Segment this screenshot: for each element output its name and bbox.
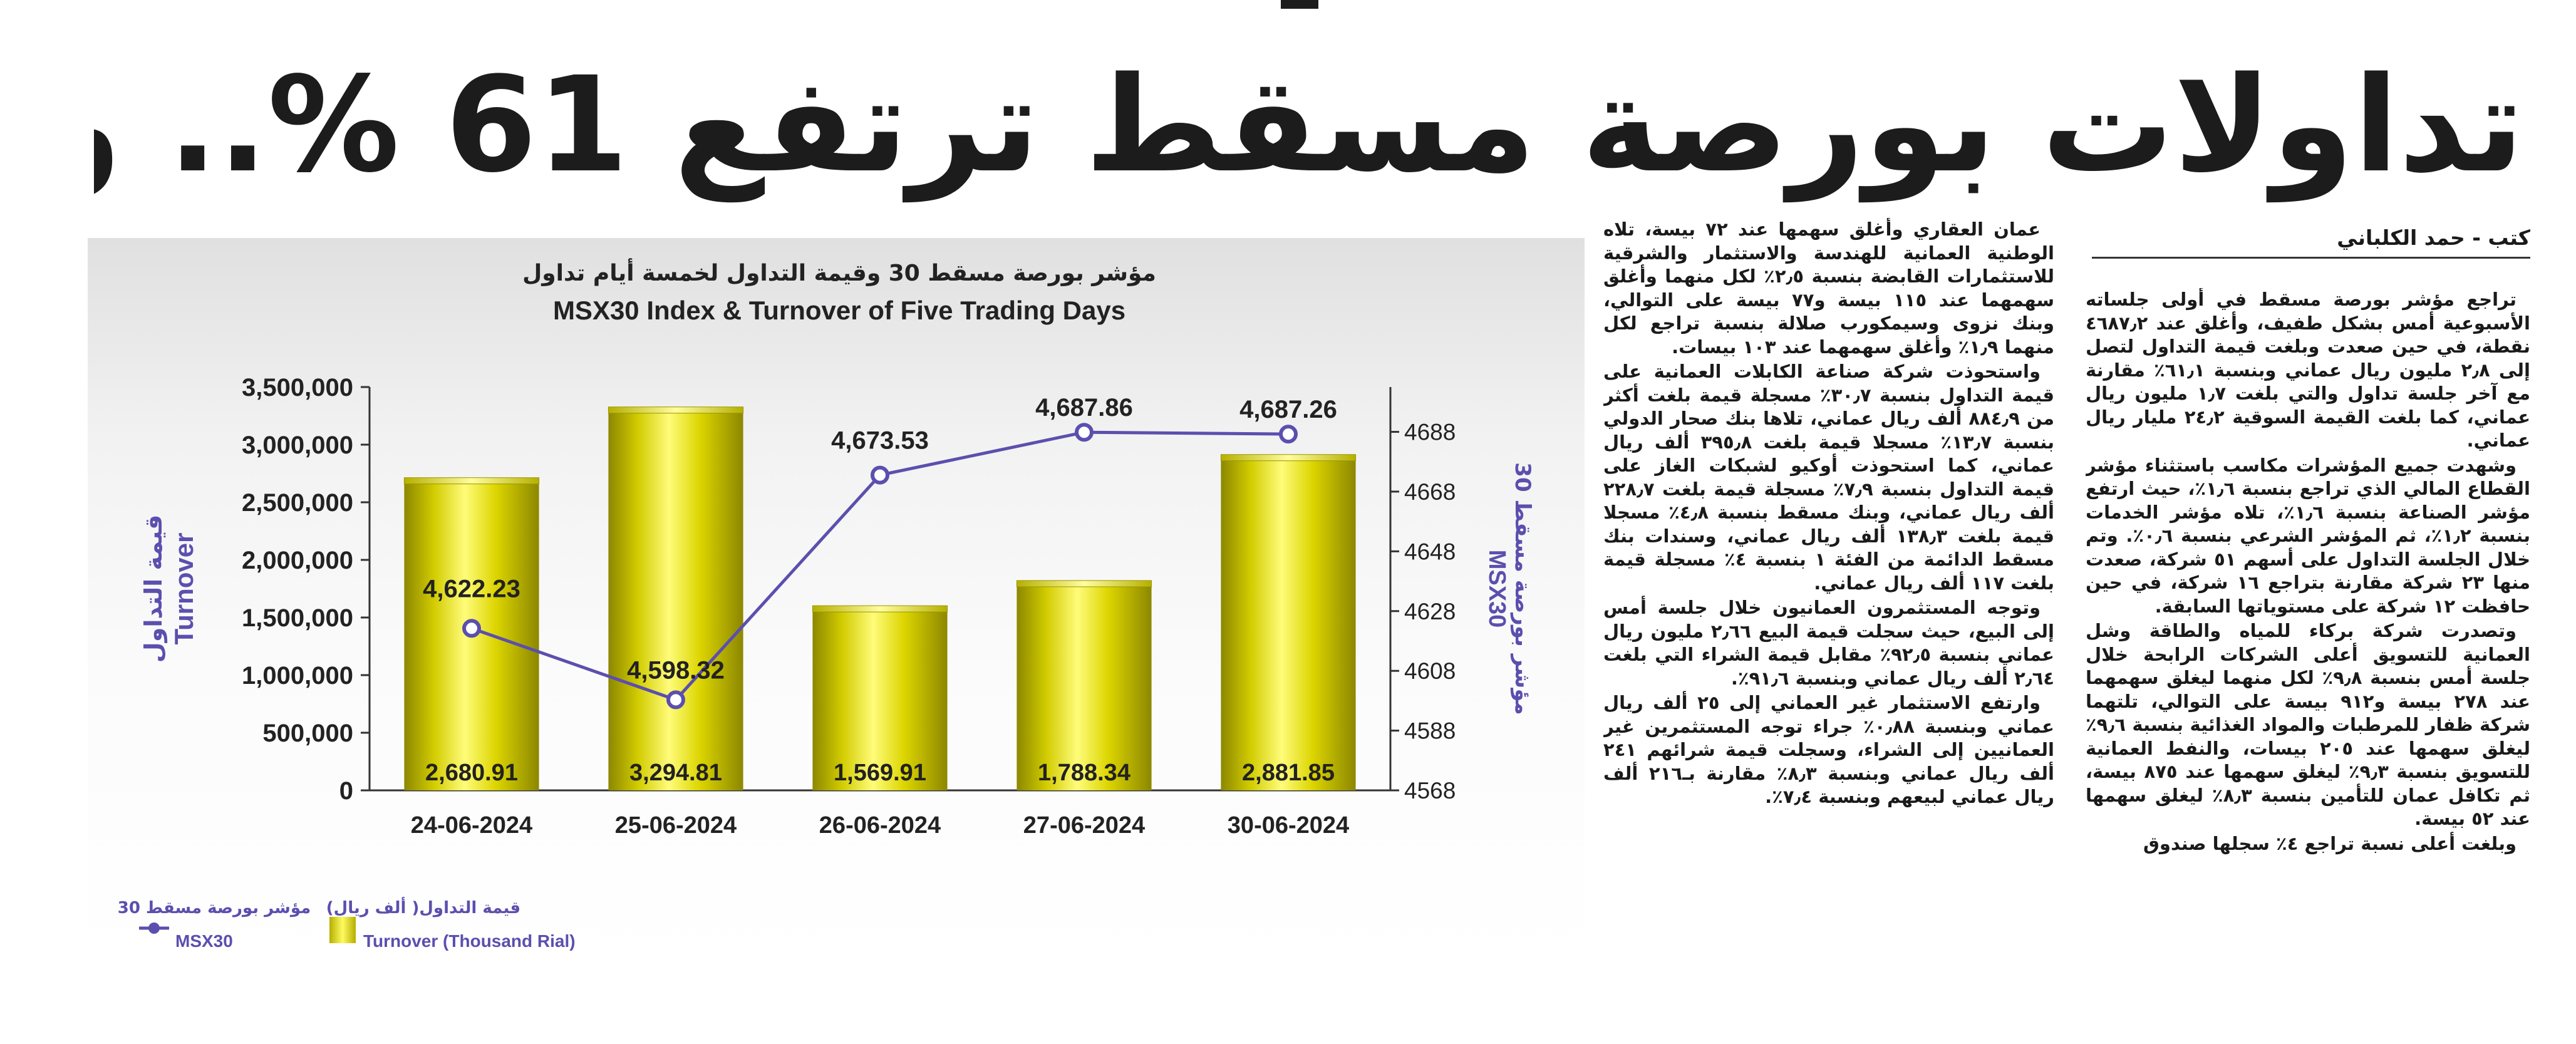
paragraph: وارتفع الاستثمار غير العماني إلى ٢٥ ألف … bbox=[1603, 692, 2054, 807]
article-column-1: تراجع مؤشر بورصة مسقط في أولى جلساته الأ… bbox=[2086, 288, 2530, 1043]
left-tick-label: 2,000,000 bbox=[242, 547, 353, 574]
turnover-bar-top bbox=[608, 406, 744, 414]
x-tick-label: 30-06-2024 bbox=[1228, 812, 1349, 839]
left-tick-label: 1,000,000 bbox=[242, 662, 353, 690]
right-tick-label: 4688 bbox=[1404, 420, 1456, 445]
turnover-bar-label: 2,881.85 bbox=[1242, 760, 1335, 786]
paragraph: وشهدت جميع المؤشرات مكاسب باستثناء مؤشر … bbox=[2086, 454, 2530, 617]
byline-rule bbox=[2092, 257, 2530, 259]
turnover-bar bbox=[812, 609, 948, 790]
chart-title: مؤشر بورصة مسقط 30 وقيمة التداول لخمسة أ… bbox=[522, 258, 1156, 286]
turnover-bar-label: 1,788.34 bbox=[1038, 760, 1130, 786]
msx30-point-label: 4,622.23 bbox=[423, 575, 520, 602]
legend: مؤشر بورصة مسقط 30 MSX30 قيمة التداول( أ… bbox=[118, 897, 576, 951]
msx30-point bbox=[1075, 423, 1094, 442]
left-tick-label: 3,500,000 bbox=[242, 374, 353, 401]
left-axis-ticks: 0 500,000 1,000,000 1,500,000 2,000,000 2,500… bbox=[242, 374, 370, 805]
x-axis-ticks: 24-06-2024 25-06-2024 26-06-2024 27-06-2024… bbox=[411, 812, 1349, 839]
chart-subtitle: MSX30 Index & Turnover of Five Trading D… bbox=[553, 296, 1125, 325]
msx30-point-label: 4,598.32 bbox=[627, 656, 725, 684]
right-tick-label: 4608 bbox=[1404, 658, 1456, 684]
turnover-bar-top bbox=[1220, 454, 1357, 462]
msx30-line-series bbox=[462, 423, 1298, 710]
right-axis-label-en: MSX30 bbox=[1484, 550, 1510, 628]
legend-bar-label-ar: قيمة التداول( ألف ريال) bbox=[326, 897, 520, 917]
legend-line-marker bbox=[148, 923, 160, 934]
msx30-point-label: 4,687.26 bbox=[1239, 396, 1337, 423]
right-tick-label: 4588 bbox=[1404, 718, 1456, 744]
msx30-point bbox=[871, 465, 889, 485]
masthead-mark bbox=[1281, 0, 1318, 9]
turnover-bar-label: 2,680.91 bbox=[425, 760, 518, 786]
legend-bar-swatch bbox=[329, 917, 356, 943]
headline: تداولات بورصة مسقط ترتفع 61 %.. والمؤشر … bbox=[94, 48, 2524, 202]
msx30-point-label: 4,687.86 bbox=[1035, 394, 1133, 421]
turnover-bar-top bbox=[403, 477, 540, 485]
x-tick-label: 26-06-2024 bbox=[819, 812, 941, 839]
left-tick-label: 1,500,000 bbox=[242, 604, 353, 632]
turnover-bar-label: 1,569.91 bbox=[834, 760, 926, 786]
left-tick-label: 2,500,000 bbox=[242, 489, 353, 517]
right-tick-label: 4628 bbox=[1404, 599, 1456, 624]
paragraph: وبلغت أعلى نسبة تراجع ٤٪ سجلها صندوق bbox=[2143, 832, 2517, 854]
paragraph: عمان العقاري وأغلق سهمها عند ٧٢ بيسة، تل… bbox=[1603, 219, 2054, 358]
turnover-bar-top bbox=[1016, 580, 1152, 587]
right-axis-ticks: 4568 4588 4608 4628 4648 4668 4688 bbox=[1390, 420, 1456, 804]
turnover-bar-top bbox=[812, 605, 948, 612]
article-column-2: عمان العقاري وأغلق سهمها عند ٧٢ بيسة، تل… bbox=[1603, 218, 2054, 1032]
turnover-bar bbox=[608, 410, 743, 790]
left-axis-label-en: Turnover bbox=[169, 533, 199, 645]
x-tick-label: 27-06-2024 bbox=[1023, 812, 1145, 839]
left-tick-label: 0 bbox=[339, 777, 353, 805]
left-axis-label-ar: قيمة التداول bbox=[140, 515, 168, 663]
paragraph: تراجع مؤشر بورصة مسقط في أولى جلساته الأ… bbox=[2086, 289, 2530, 451]
left-tick-label: 500,000 bbox=[262, 720, 353, 747]
legend-bar-label-en: Turnover (Thousand Rial) bbox=[363, 931, 576, 951]
msx30-point-labels: 4,622.23 4,598.32 4,673.53 4,687.86 4,687.26 bbox=[423, 394, 1337, 684]
right-axis-label-ar: مؤشر بورصة مسقط 30 bbox=[1510, 462, 1535, 715]
msx30-point bbox=[462, 619, 481, 638]
right-tick-label: 4668 bbox=[1404, 479, 1456, 505]
msx30-point bbox=[666, 690, 685, 710]
right-tick-label: 4568 bbox=[1404, 778, 1456, 804]
x-tick-label: 24-06-2024 bbox=[411, 812, 532, 839]
turnover-bar-label: 3,294.81 bbox=[629, 760, 722, 786]
paragraph: وتصدرت شركة بركاء للمياه والطاقة وشل الع… bbox=[2086, 620, 2530, 829]
right-tick-label: 4648 bbox=[1404, 539, 1456, 564]
turnover-bar-labels: 2,680.91 3,294.81 1,569.91 1,788.34 2,881.85 bbox=[425, 760, 1335, 786]
paragraph: وتوجه المستثمرون العمانيون خلال جلسة أمس… bbox=[1603, 597, 2054, 689]
paragraph: واستحوذت شركة صناعة الكابلات العمانية عل… bbox=[1603, 361, 2054, 594]
turnover-bar bbox=[1221, 458, 1356, 790]
x-tick-label: 25-06-2024 bbox=[615, 812, 737, 839]
turnover-bar bbox=[1016, 584, 1152, 790]
turnover-bars bbox=[403, 406, 1357, 790]
byline: كتب - حمد الكلباني bbox=[2337, 225, 2530, 250]
legend-line-label-en: MSX30 bbox=[175, 931, 233, 951]
msx30-point bbox=[1279, 425, 1298, 444]
left-tick-label: 3,000,000 bbox=[242, 432, 353, 459]
msx30-point-label: 4,673.53 bbox=[831, 427, 929, 455]
legend-line-label-ar: مؤشر بورصة مسقط 30 bbox=[118, 899, 311, 917]
